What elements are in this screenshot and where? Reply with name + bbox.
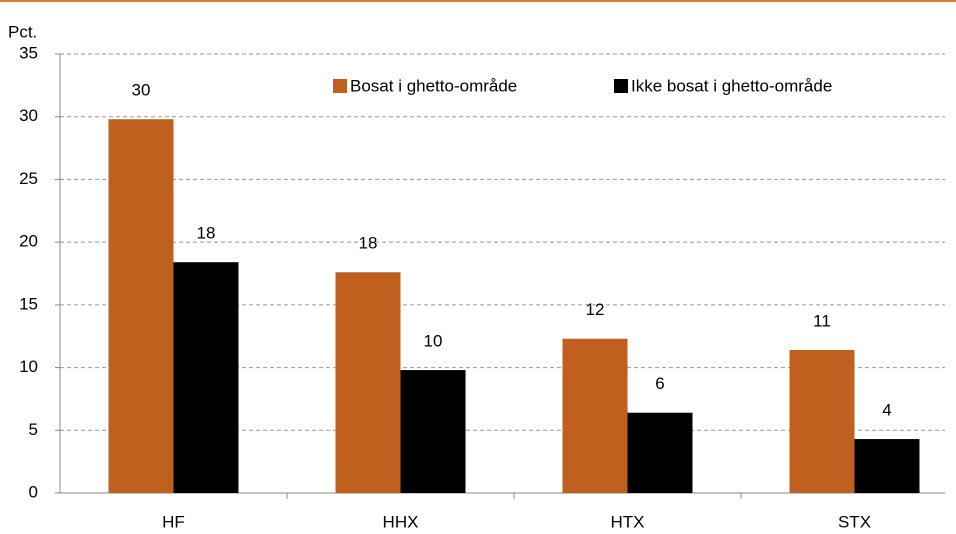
value-label: 11 xyxy=(813,311,831,330)
bar xyxy=(789,350,855,493)
x-tick-label: HF xyxy=(162,512,185,531)
y-tick-label: 35 xyxy=(19,43,38,62)
value-label: 18 xyxy=(359,234,378,253)
y-tick-label: 5 xyxy=(29,420,38,439)
value-label: 4 xyxy=(882,401,891,420)
legend-label: Ikke bosat i ghetto-område xyxy=(631,76,832,95)
value-label: 6 xyxy=(655,374,664,393)
bar xyxy=(335,272,401,493)
legend-label: Bosat i ghetto-område xyxy=(350,76,517,95)
y-tick-label: 10 xyxy=(19,357,38,376)
y-tick-label: 25 xyxy=(19,169,38,188)
top-rule xyxy=(0,0,956,2)
bar xyxy=(400,370,466,493)
y-tick-label: 20 xyxy=(19,232,38,251)
y-axis-label: Pct. xyxy=(8,22,37,41)
y-tick-label: 15 xyxy=(19,294,38,313)
bar xyxy=(627,412,693,493)
bar xyxy=(854,439,920,493)
x-tick-label: HTX xyxy=(611,512,645,531)
value-label: 30 xyxy=(132,81,151,100)
legend-swatch xyxy=(614,79,628,93)
bar xyxy=(108,119,174,494)
y-tick-label: 30 xyxy=(19,106,38,125)
value-label: 18 xyxy=(197,224,216,243)
bar xyxy=(562,338,628,493)
y-tick-label: 0 xyxy=(29,482,38,501)
value-label: 12 xyxy=(586,300,605,319)
bar xyxy=(173,262,239,493)
legend-swatch xyxy=(333,79,347,93)
x-tick-label: HHX xyxy=(383,512,419,531)
x-tick-label: STX xyxy=(838,512,871,531)
value-label: 10 xyxy=(424,332,443,351)
